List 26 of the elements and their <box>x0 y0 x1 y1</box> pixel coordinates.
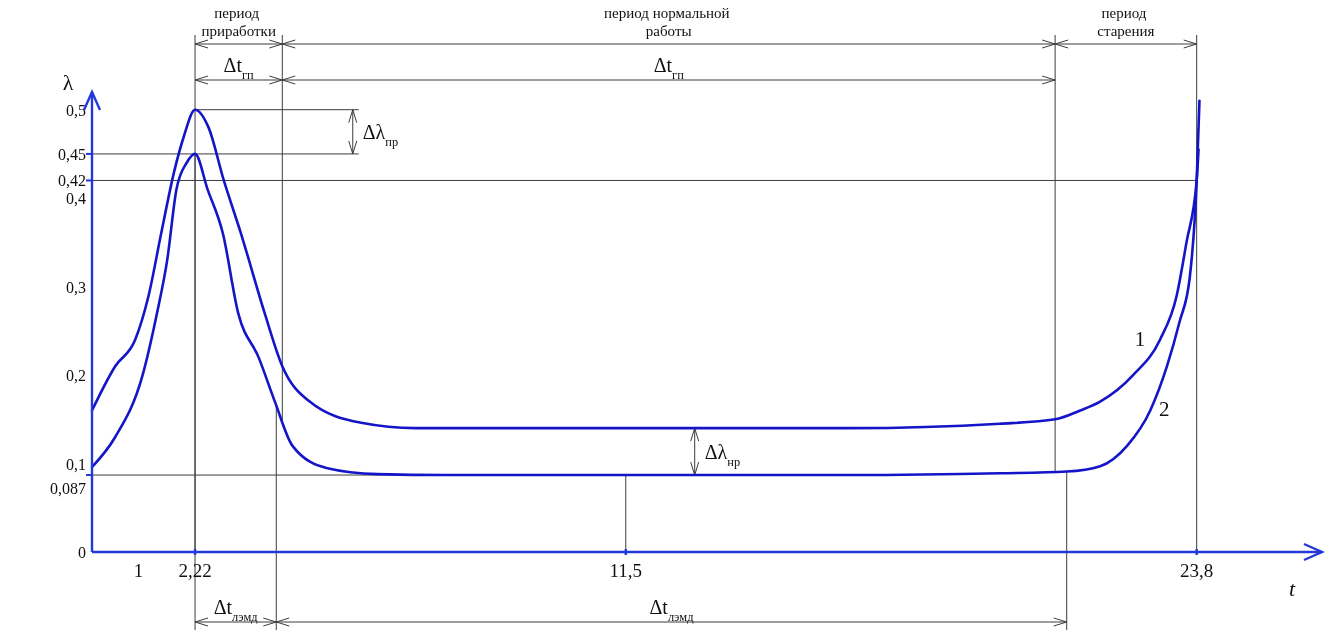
ref-line-label: 0,087 <box>50 479 86 497</box>
x-tick-label: 1 <box>133 560 144 581</box>
y-tick-label: 0,1 <box>66 455 86 473</box>
y-axis-title: λ <box>62 70 74 95</box>
annotation: Δλ$_{пр}$ <box>362 120 399 149</box>
ref-line-label: 0,45 <box>58 145 86 163</box>
series-label: 2 <box>1159 397 1170 422</box>
y-tick-label: 0,3 <box>66 278 86 296</box>
text: Δt$_{лэмд}$ <box>649 596 695 624</box>
series-label: 1 <box>1134 326 1146 351</box>
y-tick-label: 0,5 <box>66 101 86 119</box>
y-tick-label: 0,4 <box>66 189 86 207</box>
text: Δt$_{лэмд}$ <box>213 596 259 624</box>
text: период старения <box>1097 5 1155 39</box>
x-tick-label: 23,8 <box>1180 560 1214 581</box>
y-tick-label: 0,2 <box>66 366 86 384</box>
annotation: Δλ$_{нр}$ <box>704 440 741 469</box>
text: период приработки <box>201 5 276 39</box>
text: Δt$_{гп}$ <box>653 54 685 82</box>
x-tick-label: 2,22 <box>178 560 212 581</box>
text: период нормальной работы <box>604 5 734 39</box>
text: Δt$_{гп}$ <box>223 54 255 82</box>
y-tick-label: 0 <box>78 543 86 561</box>
x-axis-title: t <box>1288 576 1296 601</box>
x-tick-label: 11,5 <box>609 560 643 581</box>
ref-line-label: 0,42 <box>58 171 86 189</box>
